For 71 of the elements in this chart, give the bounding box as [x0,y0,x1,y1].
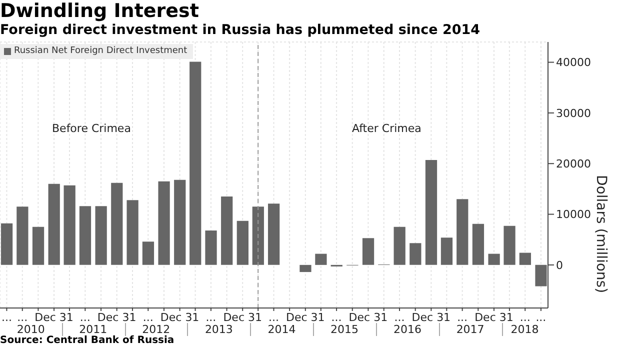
bar [142,242,154,265]
x-tick-label: Dec 31 [97,310,136,324]
bar [0,223,13,265]
text: 2015 [330,323,360,336]
x-tick-label: ... [520,310,530,324]
x-tick-label: ... [331,310,342,324]
bar [268,204,280,265]
x-tick-label: Dec 31 [223,310,262,324]
bar [394,226,406,265]
x-tick-label: ... [394,310,405,324]
x-tick-label: ... [17,310,28,324]
y-axis-title: Dollars (millions) [593,175,610,294]
annotation: After Crimea [352,122,422,135]
bar [126,200,138,265]
bar [48,184,60,265]
bar [158,181,170,265]
x-tick-label: ... [142,310,154,324]
text: 2010 [16,323,46,336]
x-tick-label: ... [1,310,12,324]
bar [472,224,484,265]
x-tick-label: Dec 31 [348,310,388,324]
bar [456,199,468,265]
text: 2012 [142,323,170,336]
chart-subtitle: Foreign direct investment in Russia has plummeted since 2014 [0,22,480,38]
text: 2013 [204,323,234,336]
bar [32,226,44,265]
bar [362,238,374,265]
bar [111,182,123,265]
x-tick-label: Dec 31 [412,310,451,324]
legend-label: Russian Net Foreign Direct Investment [13,46,188,56]
bar [221,196,233,265]
bar [425,160,438,265]
x-tick-label: ... [80,310,90,324]
bar [64,185,76,265]
bar [16,206,28,265]
x-tick-label: Dec 31 [160,310,200,324]
x-tick-label: ... [268,310,279,324]
y-tick-label: 30000 [556,106,591,120]
text: 2011 [79,323,108,336]
text: 2014 [266,323,297,336]
text: 2018 [510,323,540,336]
bar [95,206,107,265]
bar [535,264,547,286]
bar [440,238,453,265]
bar [174,180,186,265]
x-tick-label: ... [206,310,216,324]
x-tick-label: Dec 31 [286,310,325,324]
source-note: Source: Central Bank of Russia [0,335,174,346]
bar [205,230,217,265]
y-tick-label: 10000 [556,208,591,222]
x-tick-label: ... [457,310,468,324]
bar [300,264,312,272]
x-tick-label: Dec 31 [34,310,74,324]
bar [252,206,264,265]
bar [190,62,202,265]
chart-title: Dwindling Interest [0,0,199,22]
annotation: Before Crimea [52,122,131,135]
x-tick-label: ... [536,310,546,324]
text: 2016 [392,323,422,336]
bar [410,243,422,265]
bar [79,206,92,265]
bar [504,226,516,265]
bar [488,254,500,265]
text: 2017 [455,323,486,336]
y-tick-label: 20000 [556,158,591,171]
x-tick-label: Dec 31 [474,310,514,324]
bar [519,252,531,265]
y-tick-label: 0 [556,258,563,272]
bar [236,220,248,265]
bar [315,254,327,265]
y-tick-label: 40000 [556,56,591,70]
